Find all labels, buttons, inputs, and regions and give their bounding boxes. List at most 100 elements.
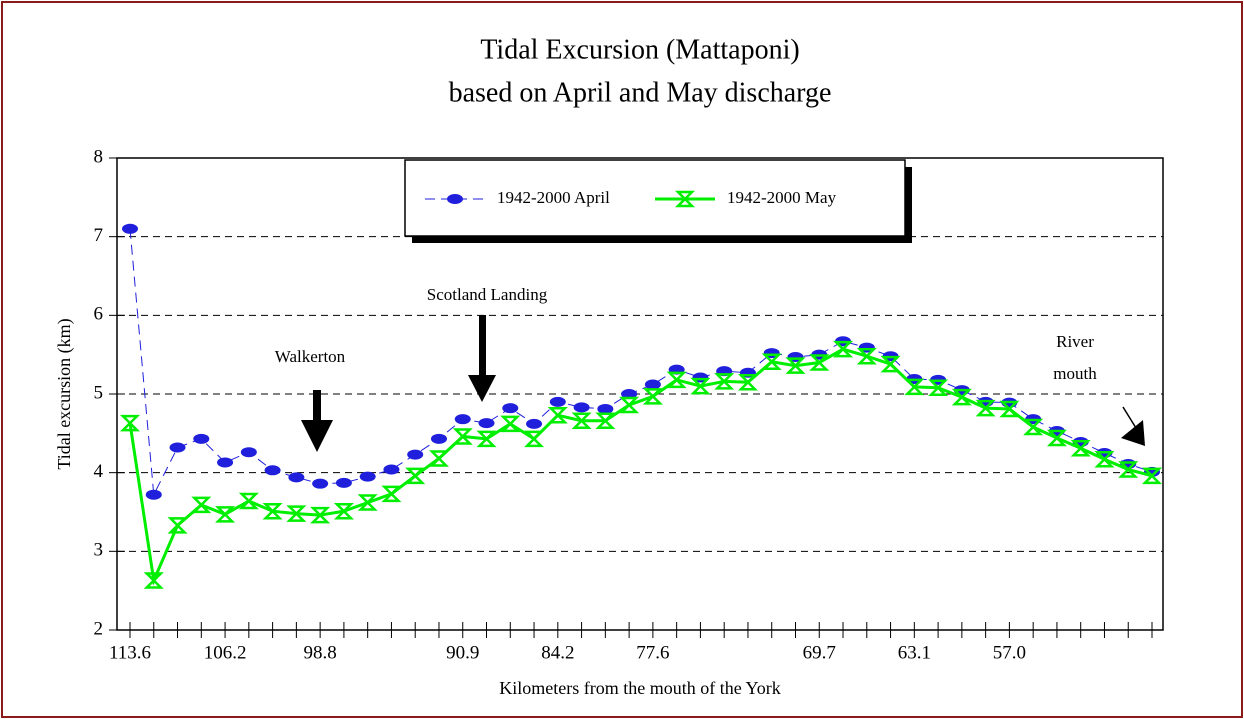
point [502, 403, 519, 414]
point [644, 379, 661, 390]
chart-title: Tidal Excursion (Mattaponi) [480, 34, 799, 65]
point [262, 502, 283, 520]
annotation: Scotland Landing [427, 285, 548, 304]
point [169, 442, 186, 453]
point [1023, 418, 1044, 436]
point [167, 517, 188, 534]
x-tick-label: 90.9 [446, 642, 479, 663]
point [452, 428, 473, 445]
point [621, 389, 638, 399]
point [193, 433, 210, 444]
point [454, 414, 471, 425]
point [674, 190, 696, 208]
arrow [301, 390, 333, 452]
point [405, 467, 426, 485]
point [288, 472, 305, 483]
point [478, 418, 495, 429]
arrow [468, 315, 496, 402]
point [1070, 440, 1091, 457]
point [904, 378, 925, 396]
point [573, 402, 590, 413]
point [785, 357, 806, 374]
point [1141, 467, 1163, 485]
y-tick-label: 8 [94, 146, 104, 167]
x-tick-label: 84.2 [541, 642, 574, 663]
point [524, 430, 545, 448]
point [500, 415, 521, 433]
point [597, 403, 614, 414]
point [571, 412, 592, 429]
y-axis-label: Tidal excursion (km) [54, 318, 75, 469]
x-tick-label: 113.6 [109, 642, 151, 663]
chart-subtitle: based on April and May discharge [449, 77, 832, 108]
x-tick-label: 106.2 [204, 642, 247, 663]
point [119, 414, 141, 432]
point [526, 418, 543, 429]
point [215, 506, 236, 523]
annotation: mouth [1053, 364, 1097, 383]
point [383, 464, 400, 475]
point [357, 494, 378, 511]
x-tick-label: 77.6 [636, 642, 669, 663]
point [809, 354, 830, 371]
annotations: Walkerton Scotland Landing River mouth [275, 285, 1145, 452]
point [856, 347, 877, 365]
point [975, 399, 996, 417]
point [428, 450, 449, 467]
point [549, 396, 566, 407]
point [737, 373, 758, 391]
annotation: Walkerton [275, 347, 346, 366]
point [312, 478, 329, 489]
point [286, 505, 307, 522]
point [880, 355, 901, 373]
point [928, 379, 949, 396]
point [1118, 461, 1139, 478]
y-tick-label: 2 [94, 618, 104, 639]
point [381, 485, 402, 503]
point [430, 433, 447, 444]
y-tick-label: 3 [94, 540, 104, 561]
arrow [1121, 420, 1145, 446]
point [264, 465, 281, 476]
point [143, 572, 164, 589]
point [999, 400, 1020, 418]
annotation: River [1056, 332, 1094, 351]
legend-label: 1942-2000 April [497, 188, 610, 207]
point [1094, 451, 1115, 468]
legend-label: 1942-2000 May [727, 188, 837, 207]
x-tick-label: 57.0 [993, 642, 1026, 663]
point [333, 502, 354, 520]
point [690, 377, 711, 395]
point [547, 406, 568, 424]
point [310, 506, 331, 524]
legend [404, 159, 912, 243]
point [714, 373, 735, 390]
point [191, 496, 212, 514]
point [761, 353, 782, 370]
x-tick-label: 69.7 [803, 642, 836, 663]
legend-box [404, 159, 906, 237]
point [666, 371, 687, 389]
point [476, 430, 497, 448]
point [238, 492, 259, 510]
point [951, 388, 972, 406]
point [359, 471, 376, 482]
point [240, 447, 257, 458]
point [1046, 429, 1067, 447]
y-tick-label: 6 [94, 304, 104, 325]
point [122, 223, 138, 234]
point [619, 396, 640, 414]
x-axis-label: Kilometers from the mouth of the York [499, 678, 780, 698]
series-line [128, 347, 1153, 586]
y-tick-label: 4 [94, 461, 104, 482]
x-tick-label: 63.1 [898, 642, 931, 663]
point [642, 388, 663, 405]
point [447, 194, 463, 204]
point [833, 340, 854, 358]
point [335, 477, 352, 488]
arrow [1122, 406, 1137, 429]
point [217, 457, 234, 468]
y-tick-label: 5 [94, 382, 104, 403]
